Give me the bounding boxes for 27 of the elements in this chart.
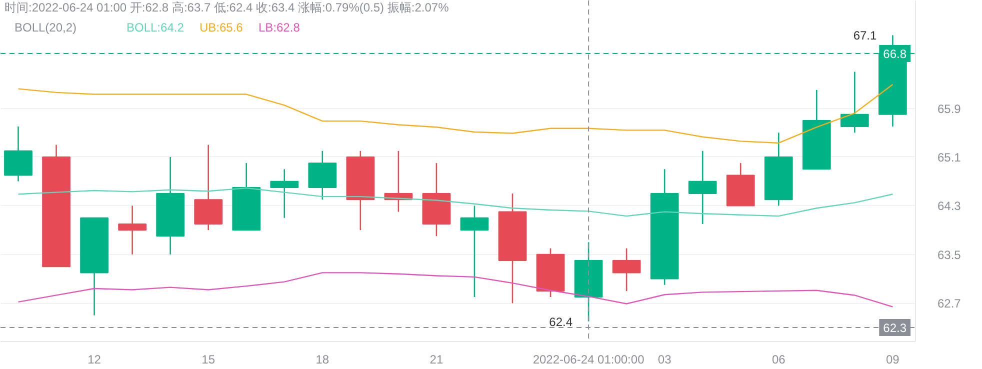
x-tick-label: 06	[772, 352, 786, 366]
text: UB:65.6	[200, 20, 244, 34]
y-tick-label: 62.7	[938, 296, 962, 311]
x-tick-label: 15	[202, 352, 216, 366]
text: LB:62.8	[258, 20, 300, 34]
line-series	[18, 272, 894, 308]
x-tick-label: 18	[316, 352, 330, 366]
chart-title: 时间:2022-06-24 01:00 开:62.8 高:63.7 低:62.4 收:63.4 涨幅:0.79%(0.5) 振幅:2.07%	[4, 0, 450, 14]
text: BOLL(20,2)	[14, 20, 77, 34]
ref-line-label: 66.8	[883, 46, 907, 61]
candlestick	[118, 205, 146, 256]
text: BOLL:64.2	[126, 20, 184, 34]
annotation: 67.1	[853, 28, 878, 43]
ref-line-label: 2022-06-24 01:00:00	[532, 352, 645, 366]
line-series	[18, 84, 894, 144]
line-series	[18, 187, 894, 217]
x-tick-label: 09	[886, 352, 900, 366]
y-tick-label: 65.9	[938, 102, 962, 116]
x-tick-label: 03	[658, 352, 672, 366]
x-tick-label: 12	[88, 352, 102, 366]
x-tick-label: 21	[430, 352, 444, 366]
y-tick-label: 65.1	[938, 150, 962, 164]
y-tick-label: 63.5	[938, 248, 962, 262]
ref-line-label: 62.3	[883, 320, 907, 335]
candlestick	[270, 168, 299, 219]
annotation: 62.4	[549, 314, 573, 329]
y-tick-label: 64.3	[938, 199, 962, 214]
